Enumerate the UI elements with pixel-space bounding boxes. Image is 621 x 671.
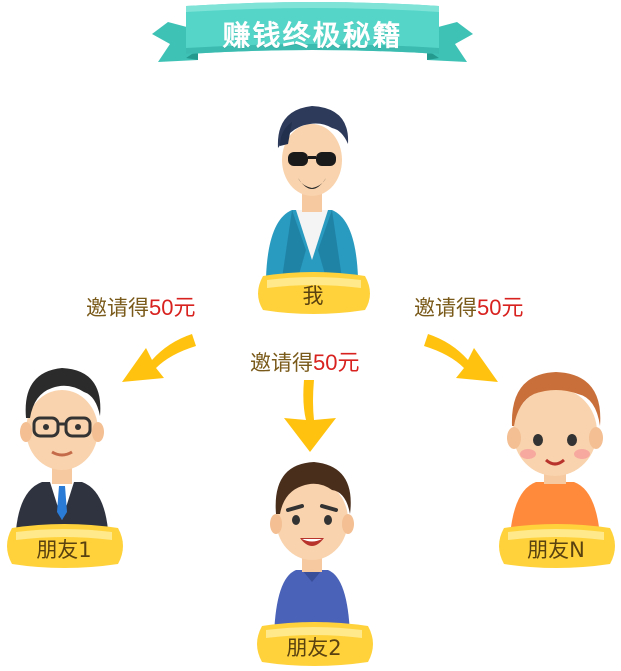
node-label-me: 我 <box>302 284 324 308</box>
invite-amount: 50元 <box>477 295 524 320</box>
arrow-left-icon <box>122 334 196 382</box>
title-ribbon: 赚钱终极秘籍 <box>150 0 475 76</box>
invite-amount: 50元 <box>149 295 196 320</box>
invite-prefix: 邀请得 <box>86 296 149 320</box>
invite-prefix: 邀请得 <box>250 351 313 375</box>
invite-prefix: 邀请得 <box>414 296 477 320</box>
badge-friend1: 朋友1 <box>2 522 126 570</box>
node-label-friend1: 朋友1 <box>36 538 92 562</box>
invite-label-center: 邀请得50元 <box>250 345 359 377</box>
avatar-friend1 <box>12 352 112 532</box>
page-title: 赚钱终极秘籍 <box>222 19 403 52</box>
badge-friend2: 朋友2 <box>252 620 376 668</box>
invite-label-right: 邀请得50元 <box>414 290 523 322</box>
node-label-friendN: 朋友N <box>527 538 585 562</box>
badge-me: 我 <box>253 270 373 316</box>
invite-label-left: 邀请得50元 <box>86 290 195 322</box>
arrow-down-icon <box>284 380 336 452</box>
avatar-me <box>262 100 362 280</box>
badge-friendN: 朋友N <box>494 522 618 570</box>
invite-amount: 50元 <box>313 350 360 375</box>
avatar-friendN <box>500 368 610 538</box>
arrow-right-icon <box>424 334 498 382</box>
node-label-friend2: 朋友2 <box>286 636 342 660</box>
ribbon-shape <box>152 2 473 62</box>
avatar-friend2 <box>262 458 362 638</box>
